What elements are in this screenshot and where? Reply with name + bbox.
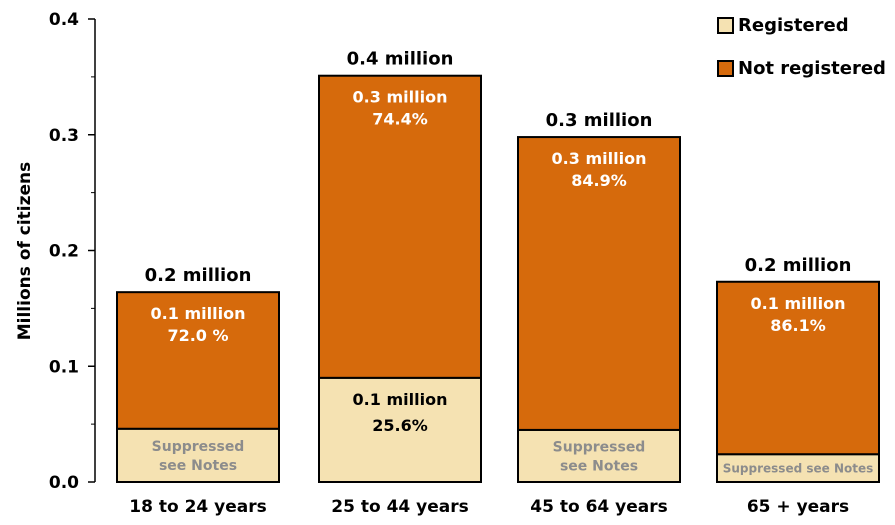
registered-suppressed-label: Suppressed — [553, 439, 646, 455]
bar-total-label: 0.2 million — [145, 265, 252, 286]
registered-suppressed-label: see Notes — [560, 458, 638, 474]
bar-registered — [517, 428, 681, 484]
registered-suppressed-label: Suppressed see Notes — [723, 461, 874, 475]
not-registered-value-label: 86.1% — [770, 316, 826, 335]
bar-total-label: 0.3 million — [546, 110, 653, 131]
registered-suppressed-label: see Notes — [159, 458, 237, 474]
bar-not-registered — [517, 136, 681, 431]
bar-total-label: 0.2 million — [745, 255, 852, 276]
registered-value-label: 0.1 million — [353, 390, 448, 409]
x-category-label: 45 to 64 years — [530, 497, 667, 517]
not-registered-value-label: 0.3 million — [353, 88, 448, 107]
bar-labels: 0.2 million 0.1 million 72.0 % Suppressed se… — [129, 49, 873, 517]
bar-total-label: 0.4 million — [347, 49, 454, 70]
y-axis-label: Millions of citizens — [15, 162, 35, 341]
y-tick-label: 0.3 — [49, 126, 79, 146]
legend-label: Registered — [738, 15, 849, 36]
bars — [116, 74, 880, 484]
y-tick-label: 0.0 — [49, 473, 79, 493]
y-tick-label: 0.4 — [49, 10, 79, 30]
not-registered-value-label: 0.1 million — [751, 294, 846, 313]
bar-registered — [716, 453, 880, 484]
not-registered-value-label: 0.3 million — [552, 149, 647, 168]
legend-label: Not registered — [738, 58, 886, 79]
legend: Registered Not registered — [717, 15, 886, 79]
bar-not-registered — [716, 280, 880, 456]
bar-registered — [318, 376, 482, 484]
y-tick-label: 0.1 — [49, 357, 79, 377]
registered-value-label: 25.6% — [372, 416, 428, 435]
not-registered-value-label: 74.4% — [372, 110, 428, 129]
not-registered-value-label: 0.1 million — [151, 304, 246, 323]
x-category-label: 25 to 44 years — [331, 497, 468, 517]
legend-swatch — [717, 60, 734, 77]
bar-registered — [116, 427, 280, 484]
bar-not-registered — [116, 291, 280, 430]
x-category-label: 18 to 24 years — [129, 497, 266, 517]
bar-not-registered — [318, 74, 482, 379]
x-category-label: 65 + years — [747, 497, 849, 517]
legend-swatch — [717, 17, 734, 34]
not-registered-value-label: 72.0 % — [167, 326, 228, 345]
registered-suppressed-label: Suppressed — [152, 439, 245, 455]
y-axis: 0.0 0.1 0.2 0.3 0.4 — [49, 10, 96, 493]
y-tick-label: 0.2 — [49, 242, 79, 262]
not-registered-value-label: 84.9% — [571, 171, 627, 190]
